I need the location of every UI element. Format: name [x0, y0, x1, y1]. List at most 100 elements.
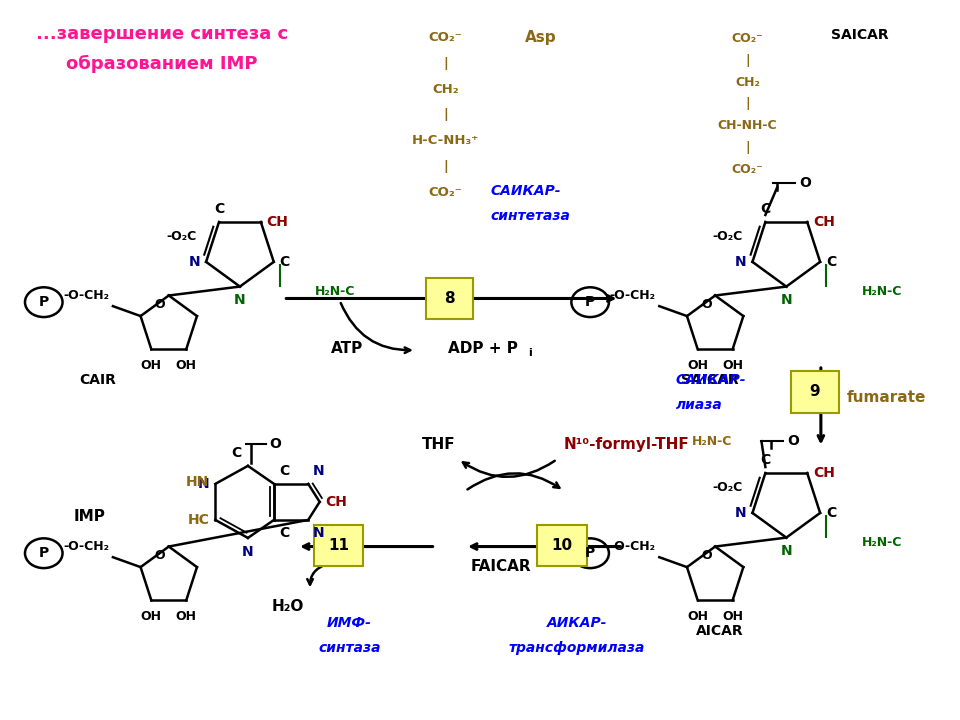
Text: CH₂: CH₂ — [735, 76, 760, 89]
Text: -O-CH₂: -O-CH₂ — [610, 540, 656, 553]
Text: CO₂⁻: CO₂⁻ — [732, 163, 763, 176]
Text: N: N — [242, 545, 253, 559]
Text: i: i — [528, 348, 532, 358]
Text: |: | — [745, 141, 750, 154]
Text: H₂N-C: H₂N-C — [315, 285, 355, 298]
Text: 10: 10 — [551, 538, 572, 553]
Text: 9: 9 — [809, 384, 820, 400]
Text: SAICAR: SAICAR — [830, 27, 888, 42]
Text: CO₂⁻: CO₂⁻ — [428, 31, 463, 44]
Text: C: C — [279, 464, 289, 478]
Text: -O₂C: -O₂C — [712, 481, 743, 494]
Text: CO₂⁻: CO₂⁻ — [732, 32, 763, 45]
Text: SAICAR: SAICAR — [682, 373, 739, 387]
Text: CH-NH-C: CH-NH-C — [718, 120, 778, 132]
Text: ATP: ATP — [330, 341, 363, 356]
Text: 8: 8 — [444, 291, 455, 306]
Text: N: N — [313, 464, 324, 478]
Text: |: | — [443, 160, 448, 173]
Text: -O-CH₂: -O-CH₂ — [610, 289, 656, 302]
Text: OH: OH — [687, 359, 708, 372]
Text: H₂O: H₂O — [271, 598, 303, 613]
Text: ИМФ-: ИМФ- — [327, 616, 372, 630]
Text: синтаза: синтаза — [319, 641, 381, 654]
Text: FAICAR: FAICAR — [470, 559, 531, 574]
Text: OH: OH — [141, 611, 162, 624]
Text: H₂N-C: H₂N-C — [691, 435, 732, 448]
FancyBboxPatch shape — [791, 371, 839, 413]
Text: OH: OH — [722, 611, 743, 624]
Text: C: C — [760, 453, 771, 467]
Text: O: O — [787, 434, 799, 449]
Text: синтетаза: синтетаза — [491, 209, 571, 223]
Text: H₂N-C: H₂N-C — [862, 285, 902, 298]
Text: CO₂⁻: CO₂⁻ — [428, 186, 463, 199]
Text: H-C-NH₃⁺: H-C-NH₃⁺ — [412, 134, 479, 147]
Text: C: C — [279, 526, 289, 540]
Text: |: | — [745, 54, 750, 67]
Text: C: C — [826, 506, 836, 520]
Text: C: C — [826, 255, 836, 269]
Text: O: O — [155, 549, 165, 562]
Text: CH: CH — [813, 215, 835, 229]
Text: HC: HC — [187, 513, 209, 527]
Text: C: C — [279, 255, 290, 269]
Text: N: N — [780, 544, 792, 557]
Text: C: C — [760, 202, 771, 216]
Text: -O₂C: -O₂C — [166, 230, 196, 243]
Text: CAIR: CAIR — [80, 373, 116, 387]
Text: OH: OH — [687, 611, 708, 624]
Text: N: N — [735, 255, 747, 269]
Text: образованием IMP: образованием IMP — [66, 55, 257, 73]
Text: AICAR: AICAR — [696, 624, 744, 638]
FancyBboxPatch shape — [538, 525, 587, 567]
Text: C: C — [231, 446, 242, 460]
Text: O: O — [155, 298, 165, 311]
Text: P: P — [38, 546, 49, 560]
Text: H₂N-C: H₂N-C — [862, 536, 902, 549]
Text: P: P — [585, 546, 595, 560]
Text: 11: 11 — [328, 538, 349, 553]
Text: -O₂C: -O₂C — [712, 230, 743, 243]
Text: -O-CH₂: -O-CH₂ — [63, 289, 109, 302]
Text: N: N — [188, 255, 200, 269]
Text: O: O — [270, 437, 281, 451]
Text: -O-CH₂: -O-CH₂ — [63, 540, 109, 553]
Text: P: P — [38, 295, 49, 309]
Text: OH: OH — [176, 359, 197, 372]
Text: IMP: IMP — [74, 509, 106, 524]
Text: CH: CH — [267, 215, 289, 229]
Text: ADP + P: ADP + P — [448, 341, 518, 356]
Text: N: N — [234, 292, 246, 307]
Text: OH: OH — [141, 359, 162, 372]
Text: OH: OH — [176, 611, 197, 624]
Text: лиаза: лиаза — [676, 397, 722, 412]
Text: ...завершение синтеза с: ...завершение синтеза с — [36, 24, 288, 42]
Text: HN: HN — [186, 475, 209, 489]
Text: САИКАР-: САИКАР- — [676, 373, 746, 387]
Text: АИКАР-: АИКАР- — [546, 616, 607, 630]
Text: CH: CH — [325, 495, 348, 509]
Text: Asp: Asp — [524, 30, 556, 45]
Text: N: N — [735, 506, 747, 520]
Text: CH₂: CH₂ — [432, 83, 459, 96]
Text: трансформилаза: трансформилаза — [509, 641, 645, 654]
Text: fumarate: fumarate — [847, 390, 926, 405]
Text: OH: OH — [722, 359, 743, 372]
Text: P: P — [585, 295, 595, 309]
Text: N: N — [198, 477, 209, 491]
Text: CH: CH — [813, 466, 835, 480]
Text: САИКАР-: САИКАР- — [491, 184, 562, 198]
Text: O: O — [799, 176, 811, 190]
Text: |: | — [443, 109, 448, 122]
Text: C: C — [214, 202, 224, 216]
Text: |: | — [443, 57, 448, 70]
Text: N: N — [780, 292, 792, 307]
Text: N¹⁰-formyl-THF: N¹⁰-formyl-THF — [564, 437, 689, 452]
Text: O: O — [701, 549, 711, 562]
Text: |: | — [745, 97, 750, 110]
Text: O: O — [701, 298, 711, 311]
Text: THF: THF — [421, 437, 455, 452]
FancyBboxPatch shape — [425, 278, 473, 319]
FancyBboxPatch shape — [314, 525, 364, 567]
